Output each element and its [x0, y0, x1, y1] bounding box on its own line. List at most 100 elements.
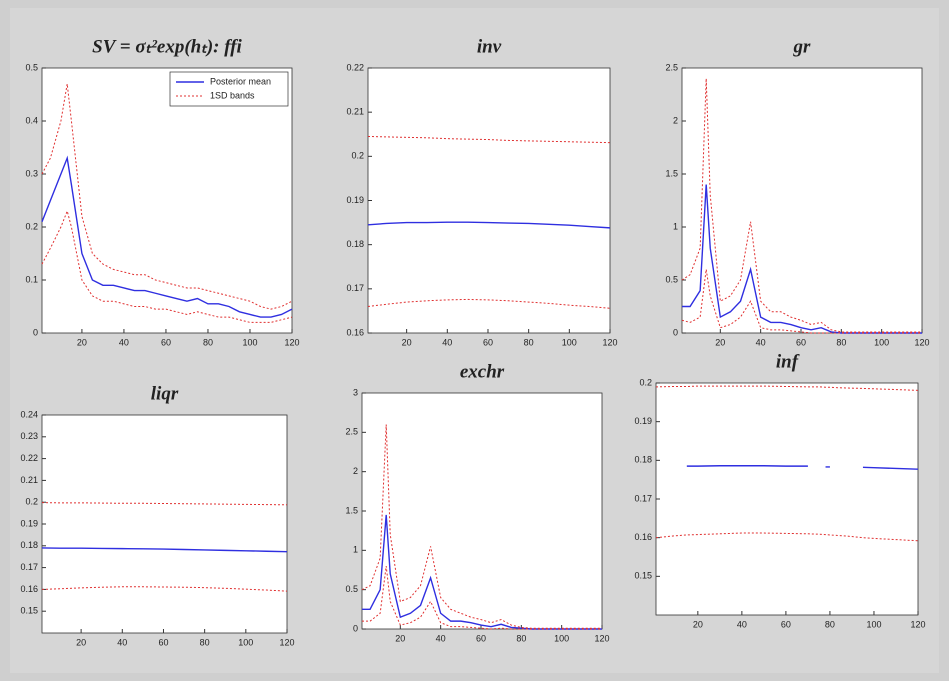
- y-tick-label: 0.18: [20, 540, 38, 550]
- legend-box: [169, 71, 289, 107]
- y-tick-label: 0.15: [634, 571, 652, 581]
- y-tick-label: 0.24: [20, 409, 38, 419]
- chart-title: exchr: [460, 361, 505, 382]
- y-tick-label: 0: [673, 327, 678, 337]
- series-line: [655, 532, 919, 542]
- y-tick-label: 0.18: [346, 239, 364, 249]
- y-tick-label: 0.17: [634, 493, 652, 503]
- y-tick-label: 0.5: [345, 584, 358, 594]
- series-line: [686, 465, 919, 470]
- x-tick-label: 20: [77, 337, 87, 347]
- x-tick-label: 20: [693, 619, 703, 629]
- plot-area: [41, 414, 288, 634]
- y-tick-label: 0.5: [25, 62, 38, 72]
- x-tick-label: 80: [836, 337, 846, 347]
- plot-area: [361, 392, 603, 630]
- y-tick-label: 2.5: [665, 62, 678, 72]
- y-tick-label: 0.3: [25, 168, 38, 178]
- y-tick-label: 1: [673, 221, 678, 231]
- series-line: [41, 502, 288, 506]
- chart-title: inv: [477, 36, 502, 57]
- x-tick-label: 120: [279, 637, 294, 647]
- x-tick-label: 60: [158, 637, 168, 647]
- y-tick-label: 0.22: [346, 62, 364, 72]
- y-tick-label: 0.21: [20, 475, 38, 485]
- y-tick-label: 0.2: [25, 221, 38, 231]
- x-tick-label: 120: [914, 337, 929, 347]
- plot-area: [681, 67, 923, 334]
- y-tick-label: 0.2: [639, 377, 652, 387]
- x-tick-label: 40: [119, 337, 129, 347]
- y-tick-label: 0.18: [634, 455, 652, 465]
- y-tick-label: 0: [33, 327, 38, 337]
- plot-area: [655, 382, 919, 616]
- x-tick-label: 100: [242, 337, 257, 347]
- y-tick-label: 0.2: [351, 151, 364, 161]
- y-tick-label: 2: [673, 115, 678, 125]
- plot-area: [41, 67, 293, 334]
- chart-title: gr: [793, 36, 812, 57]
- y-tick-label: 2: [353, 466, 358, 476]
- x-tick-label: 120: [594, 633, 609, 643]
- x-tick-label: 120: [284, 337, 299, 347]
- legend-label: Posterior mean: [210, 76, 271, 86]
- x-tick-label: 60: [161, 337, 171, 347]
- series-line: [655, 385, 919, 391]
- x-tick-label: 120: [910, 619, 925, 629]
- y-tick-label: 0.23: [20, 431, 38, 441]
- y-tick-label: 0.2: [25, 497, 38, 507]
- chart-title: liqr: [151, 383, 179, 404]
- series-line: [41, 586, 288, 592]
- y-tick-label: 0.5: [665, 274, 678, 284]
- y-tick-label: 0.17: [20, 562, 38, 572]
- series-line: [367, 135, 611, 144]
- x-tick-label: 80: [203, 337, 213, 347]
- x-tick-label: 40: [442, 337, 452, 347]
- x-tick-label: 80: [825, 619, 835, 629]
- x-tick-label: 60: [796, 337, 806, 347]
- series-line: [367, 221, 611, 229]
- chart-title: SV = σₜ²exp(hₜ): ffi: [92, 36, 242, 57]
- series-line: [41, 209, 293, 323]
- y-tick-label: 0.17: [346, 283, 364, 293]
- series-line: [41, 83, 293, 310]
- y-tick-label: 0.19: [20, 518, 38, 528]
- x-tick-label: 80: [200, 637, 210, 647]
- x-tick-label: 80: [524, 337, 534, 347]
- y-tick-label: 0.16: [20, 584, 38, 594]
- x-tick-label: 100: [554, 633, 569, 643]
- y-tick-label: 0.16: [634, 532, 652, 542]
- series-line: [681, 78, 922, 333]
- y-tick-label: 0: [353, 623, 358, 633]
- y-tick-label: 2.5: [345, 427, 358, 437]
- y-tick-label: 1.5: [345, 505, 358, 515]
- chart-title: inf: [776, 351, 800, 372]
- x-tick-label: 100: [562, 337, 577, 347]
- series-line: [41, 547, 288, 553]
- series-line: [367, 298, 611, 309]
- x-tick-label: 60: [476, 633, 486, 643]
- x-tick-label: 120: [602, 337, 617, 347]
- series-line: [41, 155, 293, 318]
- y-tick-label: 0.15: [20, 606, 38, 616]
- plot-area: [367, 67, 611, 334]
- x-tick-label: 80: [516, 633, 526, 643]
- legend-label: 1SD bands: [210, 90, 255, 100]
- y-tick-label: 3: [353, 387, 358, 397]
- y-tick-label: 0.19: [634, 416, 652, 426]
- x-tick-label: 20: [76, 637, 86, 647]
- y-tick-label: 0.4: [25, 115, 38, 125]
- x-tick-label: 100: [866, 619, 881, 629]
- y-tick-label: 0.21: [346, 107, 364, 117]
- y-tick-label: 1.5: [665, 168, 678, 178]
- y-tick-label: 0.16: [346, 327, 364, 337]
- x-tick-label: 40: [737, 619, 747, 629]
- y-tick-label: 1: [353, 545, 358, 555]
- x-tick-label: 20: [715, 337, 725, 347]
- x-tick-label: 40: [117, 637, 127, 647]
- series-line: [362, 566, 602, 630]
- x-tick-label: 20: [402, 337, 412, 347]
- x-tick-label: 100: [238, 637, 253, 647]
- series-line: [681, 269, 922, 334]
